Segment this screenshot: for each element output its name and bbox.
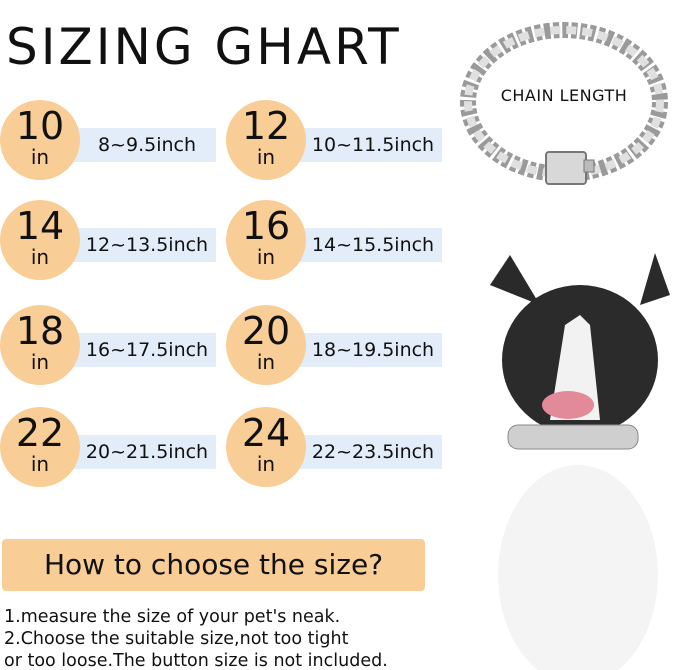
chain-icon <box>460 22 668 185</box>
size-unit: in <box>30 350 50 374</box>
size-number: 14 <box>15 204 65 248</box>
size-badge: 10 in <box>0 100 80 180</box>
size-unit: in <box>30 145 50 169</box>
size-item: 10~11.5inch 12 in <box>226 100 456 184</box>
size-number: 24 <box>241 411 291 455</box>
size-item: 14~15.5inch 16 in <box>226 200 456 284</box>
size-range: 14~15.5inch <box>298 228 442 262</box>
dog-photo <box>480 245 679 670</box>
size-badge: 24 in <box>226 407 306 487</box>
size-badge: 22 in <box>0 407 80 487</box>
size-unit: in <box>256 145 276 169</box>
chain-length-label: CHAIN LENGTH <box>500 86 628 105</box>
instructions: 1.measure the size of your pet's neak. 2… <box>4 606 388 670</box>
instruction-line: 1.measure the size of your pet's neak. <box>4 607 341 627</box>
size-range: 16~17.5inch <box>72 333 216 367</box>
size-item: 20~21.5inch 22 in <box>0 407 230 491</box>
chain-collar-illustration: CHAIN LENGTH <box>458 18 670 190</box>
size-unit: in <box>30 245 50 269</box>
size-item: 8~9.5inch 10 in <box>0 100 230 184</box>
instruction-line: 2.Choose the suitable size,not too tight <box>4 629 349 649</box>
size-range: 8~9.5inch <box>72 128 216 162</box>
size-unit: in <box>30 452 50 476</box>
instruction-line: or too loose.The button size is not incl… <box>4 651 388 670</box>
size-unit: in <box>256 245 276 269</box>
size-unit: in <box>256 452 276 476</box>
size-badge: 14 in <box>0 200 80 280</box>
how-to-choose-heading: How to choose the size? <box>2 539 425 591</box>
size-range: 10~11.5inch <box>298 128 442 162</box>
size-badge: 12 in <box>226 100 306 180</box>
size-item: 16~17.5inch 18 in <box>0 305 230 389</box>
size-number: 22 <box>15 411 65 455</box>
size-range: 18~19.5inch <box>298 333 442 367</box>
size-number: 12 <box>241 104 291 148</box>
size-range: 12~13.5inch <box>72 228 216 262</box>
size-number: 18 <box>15 309 65 353</box>
size-number: 10 <box>15 104 65 148</box>
size-unit: in <box>256 350 276 374</box>
size-badge: 18 in <box>0 305 80 385</box>
size-badge: 16 in <box>226 200 306 280</box>
size-item: 12~13.5inch 14 in <box>0 200 230 284</box>
size-item: 22~23.5inch 24 in <box>226 407 456 491</box>
page-title: SIZING GHART <box>6 18 402 76</box>
size-badge: 20 in <box>226 305 306 385</box>
size-number: 20 <box>241 309 291 353</box>
size-range: 22~23.5inch <box>298 435 442 469</box>
size-item: 18~19.5inch 20 in <box>226 305 456 389</box>
size-number: 16 <box>241 204 291 248</box>
size-range: 20~21.5inch <box>72 435 216 469</box>
